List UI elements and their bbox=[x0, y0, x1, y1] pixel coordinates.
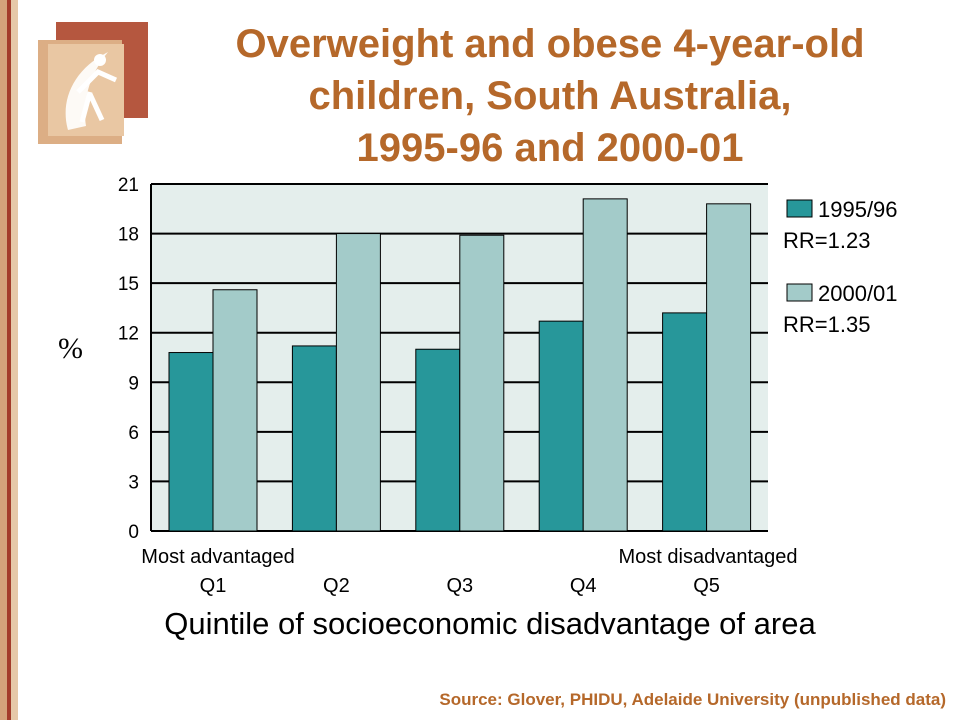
x-tick-label-q3: Q3 bbox=[446, 575, 473, 597]
legend-rr-1995-96: RR=1.23 bbox=[783, 228, 870, 253]
most-disadvantaged-label: Most disadvantaged bbox=[618, 546, 797, 568]
bar-q2-1995-96 bbox=[291, 345, 337, 532]
legend-swatch-2000-01 bbox=[786, 283, 813, 302]
x-tick-label-q5: Q5 bbox=[693, 575, 720, 597]
title-line-3: 1995-96 and 2000-01 bbox=[356, 126, 744, 170]
phidu-logo-icon bbox=[38, 22, 148, 144]
left-decor-bar bbox=[0, 0, 10, 720]
y-tick-label-12: 12 bbox=[118, 324, 139, 345]
left-decor-line bbox=[7, 0, 11, 720]
title-line-1: Overweight and obese 4-year-old bbox=[235, 22, 865, 66]
y-tick-label-18: 18 bbox=[118, 225, 139, 246]
x-axis-label: Quintile of socioeconomic disadvantage o… bbox=[164, 606, 816, 641]
most-advantaged-label: Most advantaged bbox=[141, 546, 294, 568]
legend-label-1995-96: 1995/96 bbox=[818, 197, 898, 222]
x-tick-label-q4: Q4 bbox=[570, 575, 597, 597]
legend-rr-2000-01: RR=1.35 bbox=[783, 312, 870, 337]
bar-q1-2000-01 bbox=[212, 289, 258, 532]
bar-q5-1995-96 bbox=[662, 312, 708, 532]
y-tick-label-6: 6 bbox=[128, 423, 139, 444]
y-tick-label-21: 21 bbox=[118, 175, 139, 196]
bar-q2-2000-01 bbox=[335, 233, 381, 532]
x-tick-label-q1: Q1 bbox=[200, 575, 227, 597]
legend-label-2000-01: 2000/01 bbox=[818, 281, 898, 306]
bar-q4-1995-96 bbox=[538, 320, 584, 532]
left-decor-edge bbox=[11, 0, 18, 720]
bar-q3-2000-01 bbox=[459, 234, 505, 532]
title-line-2: children, South Australia, bbox=[308, 74, 792, 118]
bar-q5-2000-01 bbox=[706, 203, 752, 532]
x-tick-label-q2: Q2 bbox=[323, 575, 350, 597]
bar-q3-1995-96 bbox=[415, 348, 461, 532]
legend-swatch-1995-96 bbox=[786, 199, 813, 218]
y-tick-label-3: 3 bbox=[128, 472, 139, 493]
bar-q4-2000-01 bbox=[582, 198, 628, 532]
bar-q1-1995-96 bbox=[168, 352, 214, 532]
source-note: Source: Glover, PHIDU, Adelaide Universi… bbox=[439, 690, 946, 709]
y-tick-label-9: 9 bbox=[128, 373, 139, 394]
chart-title: Overweight and obese 4-year-old children… bbox=[170, 18, 930, 174]
y-tick-label-15: 15 bbox=[118, 274, 139, 295]
y-tick-label-0: 0 bbox=[128, 522, 139, 543]
y-axis-label: % bbox=[58, 332, 83, 365]
